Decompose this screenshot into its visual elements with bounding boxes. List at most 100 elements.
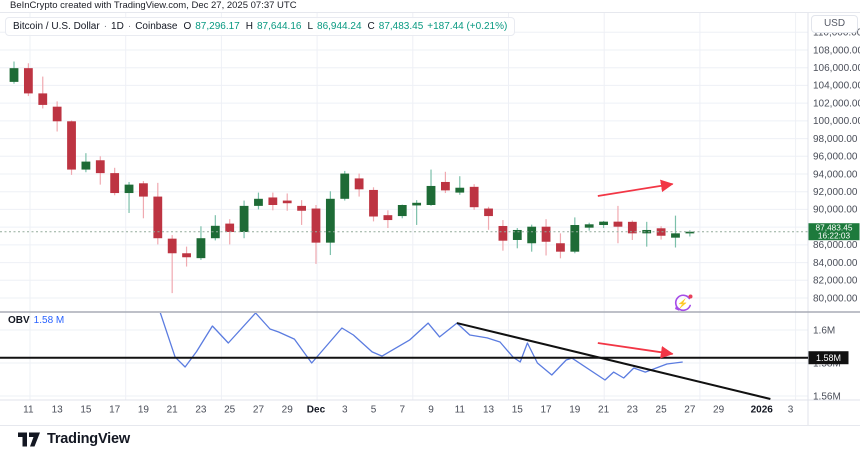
- obv-indicator-legend[interactable]: OBV 1.58 M: [8, 315, 64, 326]
- candle-body: [541, 226, 551, 242]
- trend-arrow-obv[interactable]: [597, 342, 674, 359]
- obv-line[interactable]: [158, 305, 683, 381]
- price-tick: 82,000.00: [813, 276, 858, 287]
- time-tick: 3: [342, 405, 348, 416]
- candle-body: [153, 196, 163, 239]
- price-tick: 94,000.00: [813, 169, 858, 180]
- candle-body: [584, 224, 594, 228]
- candle-body: [139, 183, 148, 197]
- tradingview-logo-icon[interactable]: [18, 432, 40, 447]
- time-tick: 2026: [751, 405, 774, 416]
- chart-canvas[interactable]: 80,000.0082,000.0084,000.0086,000.0088,0…: [0, 13, 860, 425]
- price-tick: 96,000.00: [813, 152, 858, 163]
- last-price-label[interactable]: [808, 223, 860, 241]
- branding-strip: TradingView: [0, 425, 860, 452]
- time-tick: 7: [399, 405, 405, 416]
- time-tick: 19: [138, 405, 150, 416]
- candle-body: [81, 161, 91, 170]
- candles: [9, 61, 695, 294]
- time-tick: 11: [455, 405, 466, 416]
- obv-trendline[interactable]: [456, 322, 771, 400]
- candle-body: [599, 221, 608, 226]
- ohlc-close-value: 87,483.45: [378, 21, 424, 32]
- price-tick: 90,000.00: [813, 205, 858, 216]
- candle-body: [311, 208, 321, 243]
- price-tick: 86,000.00: [813, 240, 858, 251]
- time-tick: 15: [512, 405, 524, 416]
- time-tick: 17: [109, 405, 121, 416]
- change-label: +187.44 (+0.21%): [427, 21, 508, 32]
- candle-body: [354, 178, 364, 190]
- obv-hline-label: 1.58M: [816, 353, 841, 363]
- candle-body: [383, 215, 393, 221]
- time-tick: 19: [569, 405, 581, 416]
- time-tick: 29: [713, 405, 725, 416]
- time-tick: 25: [656, 405, 668, 416]
- time-tick: 27: [253, 405, 265, 416]
- time-tick: 17: [540, 405, 552, 416]
- price-tick: 108,000.00: [813, 45, 860, 56]
- time-tick: 27: [684, 405, 696, 416]
- bar-countdown: 16:22:03: [818, 230, 851, 240]
- candle-body: [441, 181, 450, 191]
- candle-body: [671, 233, 680, 238]
- red-dot: [688, 294, 693, 299]
- trend-arrow-main[interactable]: [597, 179, 674, 197]
- obv-hline-label-box: [808, 351, 849, 365]
- obv-tick: 1.6M: [813, 325, 835, 336]
- candle-body: [469, 186, 479, 208]
- candle-body: [570, 225, 580, 252]
- candle-body: [110, 173, 120, 194]
- price-tick: 84,000.00: [813, 258, 858, 269]
- candle-body: [340, 173, 350, 199]
- candle-body: [412, 202, 422, 206]
- time-tick: 13: [483, 405, 495, 416]
- candle-body: [182, 253, 191, 258]
- candle-body: [23, 68, 33, 94]
- candle-body: [484, 208, 493, 217]
- time-tick: 29: [282, 405, 294, 416]
- candle-body: [124, 184, 134, 194]
- refresh-bolt-icon[interactable]: ⚡: [674, 294, 693, 312]
- candle-body: [225, 223, 235, 233]
- price-tick: 92,000.00: [813, 187, 858, 198]
- price-tick: 106,000.00: [813, 63, 860, 74]
- candle-body: [254, 198, 263, 206]
- candle-body: [426, 185, 436, 205]
- tradingview-logo-text[interactable]: TradingView: [47, 431, 130, 447]
- ohlc-high-key: H: [245, 21, 253, 32]
- ohlc-low-key: L: [307, 21, 314, 32]
- ohlc-low-value: 86,944.24: [317, 21, 362, 32]
- time-tick: 21: [167, 405, 179, 416]
- candle-body: [642, 229, 652, 234]
- time-tick: 13: [52, 405, 64, 416]
- candle-body: [455, 187, 465, 193]
- price-tick: 80,000.00: [813, 293, 858, 304]
- currency-toggle-button[interactable]: USD: [811, 15, 858, 33]
- candle-body: [268, 197, 278, 205]
- obv-name: OBV: [8, 315, 30, 326]
- candle-body: [52, 106, 62, 122]
- candle-body: [210, 225, 220, 239]
- time-tick: 5: [371, 405, 377, 416]
- candle-body: [369, 189, 378, 217]
- price-tick: 102,000.00: [813, 98, 860, 109]
- candle-body: [613, 221, 623, 227]
- time-tick: 23: [195, 405, 207, 416]
- obv-tick: 1.56M: [813, 391, 841, 402]
- interval-label: 1D: [111, 21, 124, 32]
- ohlc-high-value: 87,644.16: [256, 21, 302, 32]
- arrow-tip: [675, 304, 680, 311]
- candle-body: [556, 243, 565, 252]
- price-tick: 100,000.00: [813, 116, 860, 127]
- candle-body: [196, 238, 206, 259]
- candle-body: [685, 231, 695, 234]
- time-tick: 15: [80, 405, 92, 416]
- price-tick: 110,000.00: [813, 28, 860, 39]
- time-tick: 25: [224, 405, 236, 416]
- candle-body: [239, 205, 249, 233]
- candle-body: [512, 229, 522, 240]
- candle-body: [167, 238, 177, 254]
- candle-body: [38, 93, 48, 105]
